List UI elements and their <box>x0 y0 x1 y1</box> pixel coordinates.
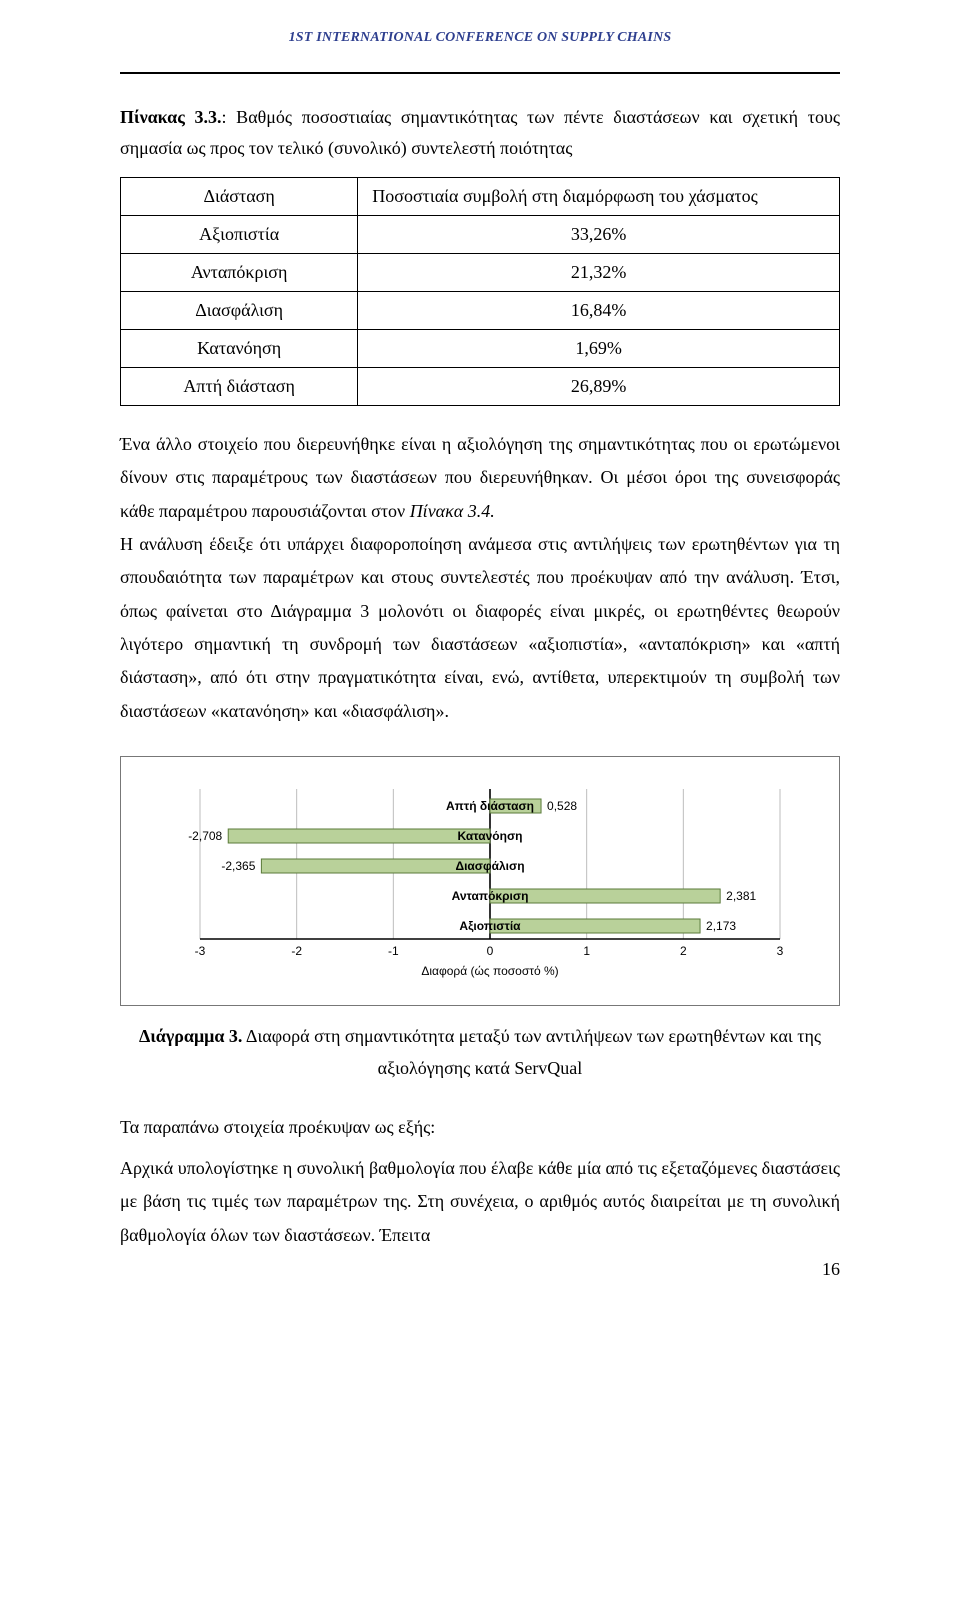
row-value: 26,89% <box>358 368 840 406</box>
svg-text:0: 0 <box>487 944 494 958</box>
svg-text:3: 3 <box>777 944 784 958</box>
tail-line1: Τα παραπάνω στοιχεία προέκυψαν ως εξής: <box>120 1111 840 1144</box>
col2-header: Ποσοστιαία συμβολή στη διαμόρφωση του χά… <box>358 178 840 216</box>
table-row: Απτή διάσταση 26,89% <box>121 368 840 406</box>
table-header-row: Διάσταση Ποσοστιαία συμβολή στη διαμόρφω… <box>121 178 840 216</box>
row-label: Απτή διάσταση <box>121 368 358 406</box>
figure-caption-body: Διαφορά στη σημαντικότητα μεταξύ των αντ… <box>242 1026 821 1078</box>
svg-text:Ανταπόκριση: Ανταπόκριση <box>452 889 529 903</box>
svg-text:Απτή διάσταση: Απτή διάσταση <box>446 799 534 813</box>
svg-text:Κατανόηση: Κατανόηση <box>457 829 522 843</box>
svg-text:-3: -3 <box>195 944 206 958</box>
running-header: 1ST INTERNATIONAL CONFERENCE ON SUPPLY C… <box>120 30 840 74</box>
row-value: 33,26% <box>358 216 840 254</box>
svg-text:Διασφάλιση: Διασφάλιση <box>455 859 524 873</box>
page: 1ST INTERNATIONAL CONFERENCE ON SUPPLY C… <box>0 0 960 1292</box>
table-row: Αξιοπιστία 33,26% <box>121 216 840 254</box>
dimensions-table: Διάσταση Ποσοστιαία συμβολή στη διαμόρφω… <box>120 177 840 406</box>
table-caption-prefix: Πίνακας 3.3. <box>120 107 221 127</box>
chart-container: -3 -2 -1 0 1 2 3 Διαφορά (ώς ποσοστό %) Απτή διά… <box>120 756 840 1006</box>
table-caption-body: : Βαθμός ποσοστιαίας σημαντικότητας των … <box>120 107 840 158</box>
table-row: Κατανόηση 1,69% <box>121 330 840 368</box>
table-caption: Πίνακας 3.3.: Βαθμός ποσοστιαίας σημαντι… <box>120 102 840 163</box>
svg-text:2,381: 2,381 <box>726 889 756 903</box>
row-label: Διασφάλιση <box>121 292 358 330</box>
svg-text:-2,708: -2,708 <box>188 829 222 843</box>
row-value: 16,84% <box>358 292 840 330</box>
svg-text:0,528: 0,528 <box>547 799 577 813</box>
col1-header: Διάσταση <box>121 178 358 216</box>
row-label: Αξιοπιστία <box>121 216 358 254</box>
row-label: Ανταπόκριση <box>121 254 358 292</box>
bar-chart: -3 -2 -1 0 1 2 3 Διαφορά (ώς ποσοστό %) Απτή διά… <box>140 775 820 995</box>
svg-text:2,173: 2,173 <box>706 919 736 933</box>
tail-paragraph: Τα παραπάνω στοιχεία προέκυψαν ως εξής: … <box>120 1111 840 1252</box>
svg-text:-1: -1 <box>388 944 399 958</box>
svg-text:2: 2 <box>680 944 687 958</box>
table-row: Ανταπόκριση 21,32% <box>121 254 840 292</box>
figure-caption-prefix: Διάγραμμα 3. <box>139 1026 242 1046</box>
row-value: 21,32% <box>358 254 840 292</box>
svg-text:1: 1 <box>583 944 590 958</box>
svg-text:Διαφορά (ώς ποσοστό %): Διαφορά (ώς ποσοστό %) <box>421 964 558 978</box>
body-paragraph: Ένα άλλο στοιχείο που διερευνήθηκε είναι… <box>120 428 840 728</box>
svg-text:-2,365: -2,365 <box>221 859 255 873</box>
row-value: 1,69% <box>358 330 840 368</box>
svg-text:Αξιοπιστία: Αξιοπιστία <box>459 919 521 933</box>
page-number: 16 <box>822 1259 840 1280</box>
para-post: Η ανάλυση έδειξε ότι υπάρχει διαφοροποίη… <box>120 534 840 720</box>
row-label: Κατανόηση <box>121 330 358 368</box>
figure-caption: Διάγραμμα 3. Διαφορά στη σημαντικότητα μ… <box>120 1020 840 1085</box>
svg-text:-2: -2 <box>291 944 302 958</box>
para-italic-ref: Πίνακα 3.4. <box>410 501 495 521</box>
tail-line2: Αρχικά υπολογίστηκε η συνολική βαθμολογί… <box>120 1152 840 1252</box>
table-row: Διασφάλιση 16,84% <box>121 292 840 330</box>
